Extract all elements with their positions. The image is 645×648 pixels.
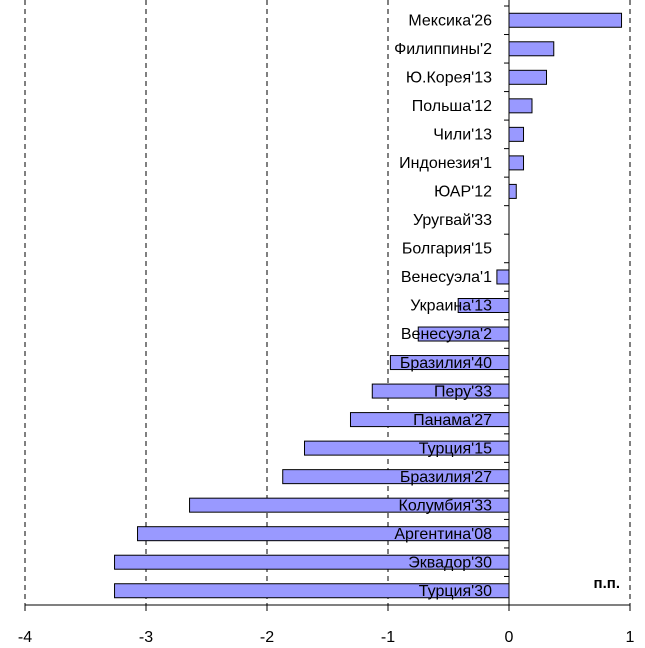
bar — [508, 12, 623, 28]
category-label: Бразилия'27 — [400, 469, 492, 486]
category-label: Мексика'26 — [408, 12, 492, 29]
bar — [508, 98, 533, 114]
category-label: Колумбия'33 — [399, 497, 493, 514]
category-label: Венесуэла'2 — [401, 326, 492, 343]
category-label: Панама'27 — [413, 412, 492, 429]
category-label: ЮАР'12 — [434, 184, 492, 201]
bar — [371, 383, 510, 399]
bar — [508, 155, 525, 171]
category-label: Уругвай'33 — [413, 212, 492, 229]
x-tick-label: -2 — [260, 629, 274, 646]
x-tick-label: 1 — [626, 629, 635, 646]
x-tick-label: -4 — [18, 629, 32, 646]
bar — [496, 269, 510, 285]
unit-annotation: п.п. — [594, 575, 620, 592]
bar — [304, 440, 510, 456]
bar — [508, 126, 525, 142]
bar — [189, 497, 510, 513]
category-label: Чили'13 — [433, 127, 492, 144]
category-label: Турция'15 — [419, 440, 492, 457]
category-label: Турция'30 — [419, 583, 492, 600]
x-tick-label: 0 — [505, 629, 514, 646]
bar — [508, 183, 517, 199]
x-tick-label: -3 — [139, 629, 153, 646]
bar — [349, 412, 510, 428]
category-label: Перу'33 — [434, 383, 492, 400]
category-label: Бразилия'40 — [400, 355, 492, 372]
category-label: Индонезия'1 — [399, 155, 492, 172]
x-tick-label: -1 — [381, 629, 395, 646]
bar — [508, 41, 555, 57]
category-label: Украина'13 — [410, 298, 492, 315]
bar — [114, 554, 510, 570]
bar — [114, 583, 510, 599]
category-label: Венесуэла'1 — [401, 269, 492, 286]
category-label: Филиппины'2 — [394, 41, 492, 58]
category-label: Болгария'15 — [402, 241, 492, 258]
bar — [282, 469, 510, 485]
bar — [457, 298, 510, 313]
bar — [417, 326, 510, 342]
category-label: Аргентина'08 — [394, 526, 492, 543]
category-label: Польша'12 — [412, 98, 492, 115]
category-label: Ю.Корея'13 — [406, 70, 492, 87]
bar — [137, 526, 510, 542]
bar — [389, 355, 510, 371]
bar — [508, 69, 548, 85]
category-label: Эквадор'30 — [408, 554, 492, 571]
